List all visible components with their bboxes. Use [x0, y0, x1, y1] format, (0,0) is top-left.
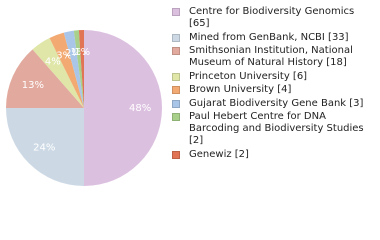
legend-swatch [172, 99, 180, 108]
pie-slice [49, 32, 84, 108]
slice-label: 3% [56, 50, 72, 61]
legend-label: Smithsonian Institution, National Museum… [189, 45, 353, 68]
legend-item: Genewiz [2] [172, 149, 377, 161]
legend-swatch [172, 8, 180, 16]
legend-label: Gujarat Biodiversity Gene Bank [3] [189, 97, 364, 109]
legend-label: Brown University [4] [189, 84, 292, 95]
legend-swatch [172, 47, 180, 55]
slice-label: 13% [22, 80, 44, 91]
pie-slice [63, 30, 84, 109]
pie-slice [73, 30, 84, 108]
slice-label: 2% [65, 48, 81, 59]
pie-slice [32, 38, 84, 108]
legend-label: Mined from GenBank, NCBI [33] [189, 31, 349, 43]
legend-swatch [172, 150, 180, 159]
legend-label: Centre for Biodiversity Genomics [65] [189, 6, 355, 29]
slice-label: 24% [33, 143, 55, 154]
legend-item: Smithsonian Institution, National Museum… [172, 45, 377, 69]
legend-item: Centre for Biodiversity Genomics [65] [172, 6, 377, 30]
legend-label: Princeton University [6] [189, 70, 308, 82]
pie-slice [6, 49, 84, 108]
legend-swatch [172, 72, 180, 81]
slice-label: 48% [129, 103, 151, 114]
pie-slice [78, 30, 84, 108]
legend-label: Genewiz [2] [189, 148, 249, 160]
legend-item: Gujarat Biodiversity Gene Bank [3] [172, 98, 377, 110]
legend: Centre for Biodiversity Genomics [65] Min… [172, 6, 377, 162]
legend-item: Mined from GenBank, NCBI [33] [172, 32, 377, 44]
pie-chart: 48%24%13%4%3%2%1%1% [6, 30, 162, 186]
legend-item: Paul Hebert Centre for DNA Barcoding and… [172, 111, 377, 147]
legend-item: Brown University [4] [172, 84, 377, 96]
slice-label: 1% [71, 47, 87, 58]
legend-item: Princeton University [6] [172, 71, 377, 83]
pie-slice [6, 108, 84, 186]
slice-label: 4% [45, 56, 61, 67]
pie-slice [84, 30, 162, 186]
legend-label: Paul Hebert Centre for DNA Barcoding and… [189, 111, 364, 146]
legend-swatch [172, 86, 180, 94]
legend-swatch [172, 33, 180, 42]
slice-label: 1% [74, 47, 90, 58]
legend-swatch [172, 113, 180, 121]
